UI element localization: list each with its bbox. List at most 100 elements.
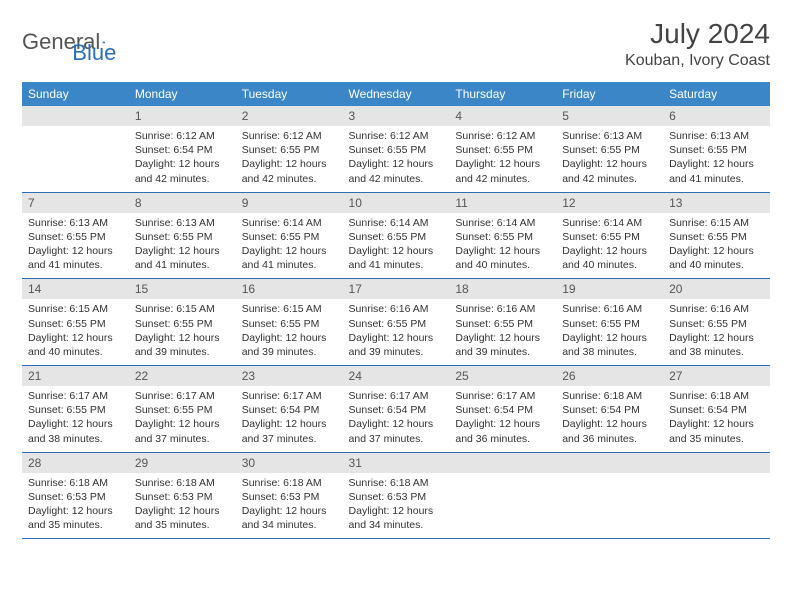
sunset-line: Sunset: 6:55 PM <box>669 317 764 331</box>
day-content: Sunrise: 6:12 AMSunset: 6:55 PMDaylight:… <box>236 126 343 192</box>
sunset-line: Sunset: 6:55 PM <box>349 143 444 157</box>
day-number: 5 <box>556 106 663 126</box>
day-content: Sunrise: 6:14 AMSunset: 6:55 PMDaylight:… <box>343 213 450 279</box>
daylight-line: Daylight: 12 hours and 37 minutes. <box>242 417 337 445</box>
day-number: 20 <box>663 279 770 299</box>
day-content: Sunrise: 6:16 AMSunset: 6:55 PMDaylight:… <box>449 299 556 365</box>
calendar-day-cell: 23Sunrise: 6:17 AMSunset: 6:54 PMDayligh… <box>236 366 343 453</box>
day-number: 13 <box>663 193 770 213</box>
calendar-day-cell: 22Sunrise: 6:17 AMSunset: 6:55 PMDayligh… <box>129 366 236 453</box>
sunset-line: Sunset: 6:54 PM <box>562 403 657 417</box>
day-number: 3 <box>343 106 450 126</box>
location-label: Kouban, Ivory Coast <box>625 52 770 70</box>
sunrise-line: Sunrise: 6:12 AM <box>242 129 337 143</box>
sunrise-line: Sunrise: 6:12 AM <box>135 129 230 143</box>
sunrise-line: Sunrise: 6:13 AM <box>562 129 657 143</box>
day-content: Sunrise: 6:14 AMSunset: 6:55 PMDaylight:… <box>449 213 556 279</box>
sunset-line: Sunset: 6:55 PM <box>242 317 337 331</box>
day-content: Sunrise: 6:18 AMSunset: 6:53 PMDaylight:… <box>22 473 129 539</box>
calendar-day-cell: 11Sunrise: 6:14 AMSunset: 6:55 PMDayligh… <box>449 192 556 279</box>
calendar-day-cell: 1Sunrise: 6:12 AMSunset: 6:54 PMDaylight… <box>129 106 236 192</box>
sunrise-line: Sunrise: 6:13 AM <box>28 216 123 230</box>
calendar-week-row: 14Sunrise: 6:15 AMSunset: 6:55 PMDayligh… <box>22 279 770 366</box>
sunrise-line: Sunrise: 6:17 AM <box>349 389 444 403</box>
day-number: 10 <box>343 193 450 213</box>
sunset-line: Sunset: 6:54 PM <box>669 403 764 417</box>
calendar-day-cell: 17Sunrise: 6:16 AMSunset: 6:55 PMDayligh… <box>343 279 450 366</box>
sunset-line: Sunset: 6:53 PM <box>135 490 230 504</box>
sunrise-line: Sunrise: 6:16 AM <box>455 302 550 316</box>
sunrise-line: Sunrise: 6:18 AM <box>242 476 337 490</box>
calendar-day-cell: 16Sunrise: 6:15 AMSunset: 6:55 PMDayligh… <box>236 279 343 366</box>
daylight-line: Daylight: 12 hours and 41 minutes. <box>349 244 444 272</box>
calendar-week-row: 21Sunrise: 6:17 AMSunset: 6:55 PMDayligh… <box>22 366 770 453</box>
day-number: 29 <box>129 453 236 473</box>
day-content: Sunrise: 6:18 AMSunset: 6:53 PMDaylight:… <box>343 473 450 539</box>
day-content: Sunrise: 6:12 AMSunset: 6:55 PMDaylight:… <box>449 126 556 192</box>
sunset-line: Sunset: 6:55 PM <box>349 317 444 331</box>
daylight-line: Daylight: 12 hours and 40 minutes. <box>562 244 657 272</box>
month-title: July 2024 <box>625 18 770 50</box>
sunrise-line: Sunrise: 6:18 AM <box>562 389 657 403</box>
sunset-line: Sunset: 6:55 PM <box>562 230 657 244</box>
sunset-line: Sunset: 6:53 PM <box>349 490 444 504</box>
sunrise-line: Sunrise: 6:15 AM <box>28 302 123 316</box>
day-number: 1 <box>129 106 236 126</box>
calendar-day-cell: 29Sunrise: 6:18 AMSunset: 6:53 PMDayligh… <box>129 452 236 539</box>
day-content: Sunrise: 6:15 AMSunset: 6:55 PMDaylight:… <box>22 299 129 365</box>
calendar-day-cell: 18Sunrise: 6:16 AMSunset: 6:55 PMDayligh… <box>449 279 556 366</box>
daylight-line: Daylight: 12 hours and 42 minutes. <box>135 157 230 185</box>
header: General Blue July 2024 Kouban, Ivory Coa… <box>22 18 770 70</box>
sunset-line: Sunset: 6:55 PM <box>135 230 230 244</box>
daylight-line: Daylight: 12 hours and 41 minutes. <box>135 244 230 272</box>
day-content: Sunrise: 6:18 AMSunset: 6:54 PMDaylight:… <box>663 386 770 452</box>
day-number: 23 <box>236 366 343 386</box>
day-number: 4 <box>449 106 556 126</box>
day-content: Sunrise: 6:17 AMSunset: 6:54 PMDaylight:… <box>343 386 450 452</box>
daylight-line: Daylight: 12 hours and 41 minutes. <box>669 157 764 185</box>
day-number-empty <box>22 106 129 126</box>
day-header: Tuesday <box>236 82 343 106</box>
daylight-line: Daylight: 12 hours and 40 minutes. <box>28 331 123 359</box>
sunset-line: Sunset: 6:55 PM <box>28 317 123 331</box>
day-number: 21 <box>22 366 129 386</box>
sunrise-line: Sunrise: 6:14 AM <box>349 216 444 230</box>
day-header: Wednesday <box>343 82 450 106</box>
calendar-day-cell: 4Sunrise: 6:12 AMSunset: 6:55 PMDaylight… <box>449 106 556 192</box>
daylight-line: Daylight: 12 hours and 37 minutes. <box>349 417 444 445</box>
calendar-day-cell <box>449 452 556 539</box>
day-number: 25 <box>449 366 556 386</box>
calendar-day-cell: 5Sunrise: 6:13 AMSunset: 6:55 PMDaylight… <box>556 106 663 192</box>
calendar-week-row: 28Sunrise: 6:18 AMSunset: 6:53 PMDayligh… <box>22 452 770 539</box>
calendar-day-cell: 15Sunrise: 6:15 AMSunset: 6:55 PMDayligh… <box>129 279 236 366</box>
daylight-line: Daylight: 12 hours and 34 minutes. <box>349 504 444 532</box>
sunrise-line: Sunrise: 6:16 AM <box>562 302 657 316</box>
day-number: 18 <box>449 279 556 299</box>
sunrise-line: Sunrise: 6:18 AM <box>349 476 444 490</box>
calendar-day-cell: 10Sunrise: 6:14 AMSunset: 6:55 PMDayligh… <box>343 192 450 279</box>
day-number: 7 <box>22 193 129 213</box>
daylight-line: Daylight: 12 hours and 36 minutes. <box>455 417 550 445</box>
sunset-line: Sunset: 6:55 PM <box>455 143 550 157</box>
calendar-day-cell: 24Sunrise: 6:17 AMSunset: 6:54 PMDayligh… <box>343 366 450 453</box>
calendar-day-cell: 19Sunrise: 6:16 AMSunset: 6:55 PMDayligh… <box>556 279 663 366</box>
day-content: Sunrise: 6:14 AMSunset: 6:55 PMDaylight:… <box>556 213 663 279</box>
day-header: Monday <box>129 82 236 106</box>
calendar-day-cell: 12Sunrise: 6:14 AMSunset: 6:55 PMDayligh… <box>556 192 663 279</box>
daylight-line: Daylight: 12 hours and 37 minutes. <box>135 417 230 445</box>
sunset-line: Sunset: 6:54 PM <box>455 403 550 417</box>
daylight-line: Daylight: 12 hours and 41 minutes. <box>28 244 123 272</box>
day-number: 2 <box>236 106 343 126</box>
day-number: 31 <box>343 453 450 473</box>
day-number: 15 <box>129 279 236 299</box>
calendar-table: Sunday Monday Tuesday Wednesday Thursday… <box>22 82 770 539</box>
day-content: Sunrise: 6:18 AMSunset: 6:54 PMDaylight:… <box>556 386 663 452</box>
calendar-day-cell: 2Sunrise: 6:12 AMSunset: 6:55 PMDaylight… <box>236 106 343 192</box>
day-number: 27 <box>663 366 770 386</box>
sunset-line: Sunset: 6:54 PM <box>242 403 337 417</box>
sunset-line: Sunset: 6:53 PM <box>242 490 337 504</box>
day-content: Sunrise: 6:17 AMSunset: 6:54 PMDaylight:… <box>236 386 343 452</box>
calendar-day-cell: 26Sunrise: 6:18 AMSunset: 6:54 PMDayligh… <box>556 366 663 453</box>
day-content: Sunrise: 6:16 AMSunset: 6:55 PMDaylight:… <box>343 299 450 365</box>
day-content: Sunrise: 6:13 AMSunset: 6:55 PMDaylight:… <box>663 126 770 192</box>
